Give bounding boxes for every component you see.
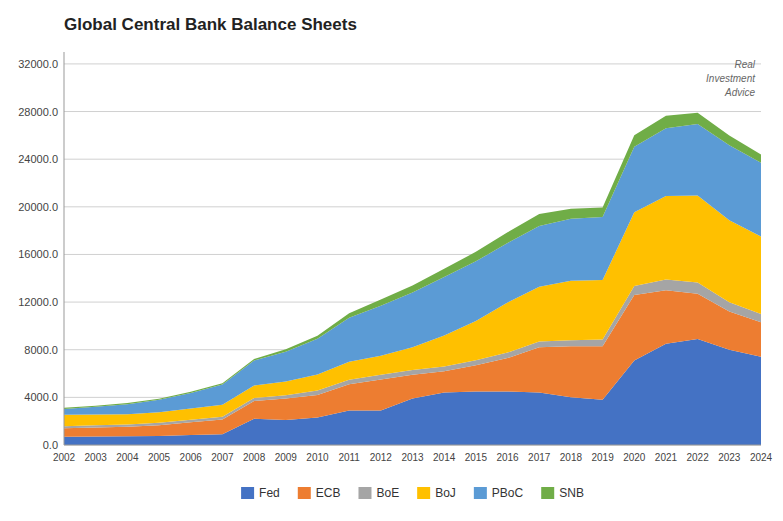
legend-item: Fed	[241, 486, 280, 500]
legend-label: PBoC	[492, 486, 524, 500]
x-tick-label: 2013	[401, 452, 424, 463]
legend-swatch	[298, 487, 311, 499]
x-tick-label: 2006	[180, 452, 203, 463]
y-tick-label: 24000.0	[18, 153, 58, 165]
legend-label: BoJ	[435, 486, 456, 500]
y-axis-line	[64, 52, 65, 445]
legend-label: ECB	[316, 486, 341, 500]
x-tick-label: 2018	[560, 452, 583, 463]
legend-swatch	[541, 487, 554, 499]
x-tick-label: 2009	[275, 452, 298, 463]
x-tick-label: 2019	[591, 452, 614, 463]
x-tick-label: 2015	[465, 452, 488, 463]
x-tick-label: 2014	[433, 452, 456, 463]
x-tick-label: 2021	[655, 452, 678, 463]
areas	[64, 113, 761, 445]
legend-label: SNB	[559, 486, 584, 500]
x-axis-line	[64, 445, 761, 446]
x-tick-label: 2008	[243, 452, 266, 463]
grid-line	[64, 111, 761, 112]
x-tick-label: 2012	[370, 452, 393, 463]
y-tick-label: 20000.0	[18, 201, 58, 213]
annotation-line: Advice	[724, 87, 755, 98]
legend-swatch	[358, 487, 371, 499]
annotation-line: Investment	[706, 73, 756, 84]
x-tick-label: 2022	[687, 452, 710, 463]
y-tick-label: 16000.0	[18, 248, 58, 260]
x-tick-label: 2005	[148, 452, 171, 463]
chart: Global Central Bank Balance Sheets 0.0 400…	[0, 0, 783, 521]
legend-item: ECB	[298, 486, 341, 500]
grid-line	[64, 445, 761, 446]
grid-line	[64, 63, 761, 64]
x-tick-label: 2010	[306, 452, 329, 463]
x-tick-label: 2004	[116, 452, 139, 463]
legend-label: BoE	[376, 486, 399, 500]
legend-swatch	[241, 487, 254, 499]
y-tick-label: 28000.0	[18, 106, 58, 118]
x-tick-label: 2016	[496, 452, 519, 463]
grid	[64, 64, 761, 445]
legend: Fed ECB BoE BoJ PBoC SNB	[241, 486, 584, 500]
x-tick-label: 2017	[528, 452, 551, 463]
y-tick-label: 0.0	[43, 439, 58, 451]
legend-item: SNB	[541, 486, 584, 500]
y-tick-label: 8000.0	[24, 344, 58, 356]
legend-item: BoJ	[417, 486, 456, 500]
legend-swatch	[474, 487, 487, 499]
legend-item: BoE	[358, 486, 399, 500]
annotation: Real Investment Advice	[706, 59, 756, 98]
x-tick-label: 2007	[211, 452, 234, 463]
x-tick-label: 2023	[718, 452, 741, 463]
x-tick-label: 2003	[85, 452, 108, 463]
area	[64, 124, 761, 415]
y-tick-label: 4000.0	[24, 391, 58, 403]
y-tick-label: 32000.0	[18, 58, 58, 70]
legend-item: PBoC	[474, 486, 524, 500]
legend-swatch	[417, 487, 430, 499]
title: Global Central Bank Balance Sheets	[64, 15, 357, 34]
annotation-line: Real	[734, 59, 755, 70]
legend-label: Fed	[259, 486, 280, 500]
x-tick-label: 2002	[53, 452, 76, 463]
x-tick-label: 2020	[623, 452, 646, 463]
y-tick-label: 12000.0	[18, 296, 58, 308]
x-tick-label: 2024	[750, 452, 773, 463]
x-tick-label: 2011	[338, 452, 360, 463]
area	[64, 113, 761, 409]
